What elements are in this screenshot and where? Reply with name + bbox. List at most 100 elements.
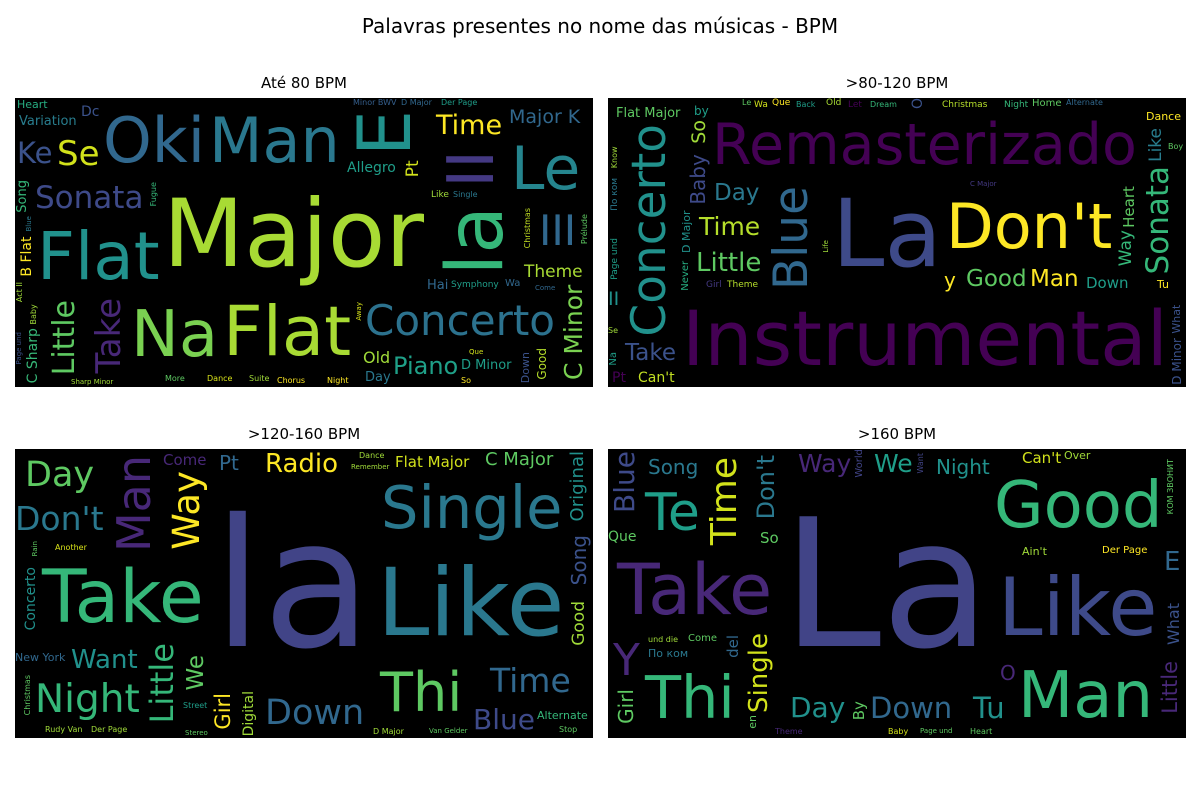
word-le: Le (742, 98, 751, 107)
word-allegro: Allegro (347, 160, 396, 176)
word-single: Single (453, 190, 478, 199)
word-baby: Baby (888, 727, 908, 736)
word-pt: Pt (612, 370, 626, 386)
word-rain: Rain (31, 541, 39, 556)
word-little: Little (47, 300, 82, 375)
word-te: Te (644, 483, 700, 543)
word-take: Take (616, 549, 772, 631)
word-man: Man (1018, 659, 1153, 733)
word-la: La (782, 481, 990, 688)
word-page-und: Page und (920, 727, 953, 735)
word-la: la (213, 481, 372, 688)
word-so: So (461, 376, 471, 385)
word-concerto: Concerto (622, 124, 677, 337)
word-back: Back (796, 100, 816, 109)
word-come: Come (688, 633, 717, 644)
word-concerto: Concerto (365, 296, 555, 345)
word-boy: Boy (1168, 142, 1183, 151)
word-blue: Blue (608, 451, 641, 513)
word-come: Come (163, 451, 207, 469)
word-time: Time (698, 212, 760, 241)
word-pt: Pt (219, 451, 239, 475)
word-la: la (431, 206, 521, 275)
word-flat-major: Flat Major (395, 453, 470, 471)
word-der-page: Der Page (1102, 545, 1147, 556)
word-b-flat: B Flat (19, 236, 35, 277)
word-take: Take (89, 298, 129, 374)
word-flat: Flat (37, 218, 160, 295)
word-o: O (1000, 661, 1016, 685)
word-so: So (688, 120, 710, 144)
word-van-gelder: Van Gelder (429, 727, 468, 735)
word-se: Se (608, 326, 618, 335)
word-take: Take (624, 340, 676, 366)
word-christmas: Christmas (523, 208, 532, 248)
word-day: Day (25, 455, 94, 495)
word-y: y (944, 268, 956, 292)
word-que: Que (608, 529, 637, 545)
word-over: Over (1064, 449, 1091, 462)
word-girl: Girl (706, 280, 722, 290)
word-tu: Tu (1156, 278, 1169, 291)
word-hai: Hai (427, 278, 448, 293)
word-way: Way (1116, 230, 1136, 266)
word-man: Man (107, 455, 161, 552)
word-christmas: Christmas (942, 100, 988, 110)
word-girl: Girl (211, 693, 235, 730)
word-time: Time (704, 457, 745, 546)
word-little: Little (143, 643, 181, 723)
word-word: По ком (610, 178, 620, 211)
word-come: Come (535, 284, 555, 292)
word-old: Old (826, 98, 841, 108)
word-want: Want (71, 645, 138, 675)
word-symphony: Symphony (451, 280, 499, 290)
word-sonata: Sonata (35, 180, 143, 216)
word-don-t: Don't (752, 455, 780, 519)
word-time: Time (435, 110, 502, 141)
word-na: Na (131, 298, 218, 372)
word-thi: Thi (379, 661, 462, 724)
word-remember: Remember (351, 463, 390, 471)
word-down: Down (1086, 274, 1129, 292)
word-d-minor: D Minor (1170, 338, 1184, 385)
word-blue: Blue (764, 186, 819, 290)
word-digital: Digital (241, 691, 257, 736)
word-ke: Ke (17, 136, 52, 170)
word-radio: Radio (265, 449, 338, 479)
word-christmas: Christmas (23, 675, 32, 715)
word-time: Time (489, 661, 571, 700)
word-der-page: Der Page (91, 725, 127, 734)
word-know: Know (610, 146, 619, 168)
word-concerto: Concerto (23, 567, 39, 630)
word-little: Little (696, 248, 761, 278)
word-good: Good (535, 348, 549, 380)
word-thi: Thi (644, 663, 735, 732)
word-fugue: Fugue (149, 182, 158, 206)
word-can-t: Can't (638, 370, 675, 386)
word-und-die: und die (648, 635, 678, 644)
word-major: Major (163, 180, 424, 289)
word-alternate: Alternate (537, 709, 588, 722)
word-minor-bwv: Minor BWV (353, 98, 397, 107)
word-dc: Dc (81, 104, 99, 120)
word-tu: Tu (972, 691, 1005, 725)
word-girl: Girl (614, 689, 638, 724)
panel-title-until-80: Até 80 BPM (260, 74, 347, 92)
word-night: Night (35, 677, 140, 722)
word-we: We (183, 655, 209, 691)
word-don-t: Don't (15, 499, 104, 538)
word-world: World (854, 449, 865, 478)
word-day: Day (365, 370, 391, 385)
word-blue: Blue (25, 216, 33, 232)
word-remasterizado: Remasterizado (712, 112, 1137, 178)
word-rudy-van: Rudy Van (45, 725, 82, 734)
word-by: By (850, 701, 868, 720)
wordcloud-panel-until-80: Major Flat Man la Concerto E Flat Na II Oki Le Sona… (15, 98, 593, 387)
word-more: More (165, 374, 185, 383)
word-baby: Baby (29, 304, 38, 324)
word-dance: Dance (207, 374, 233, 383)
word-se: Se (57, 134, 100, 174)
word-stop: Stop (559, 725, 577, 734)
